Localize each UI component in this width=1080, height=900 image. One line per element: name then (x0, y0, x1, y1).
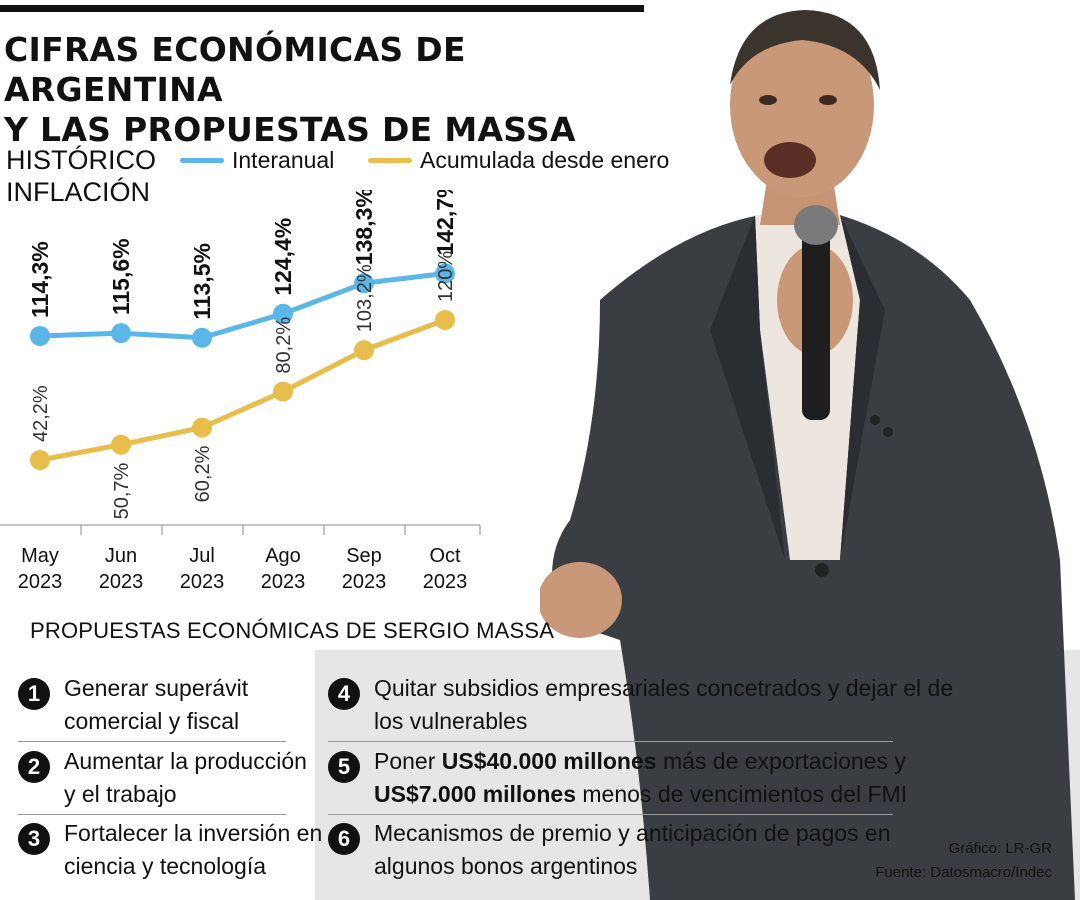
proposal-3: 3 Fortalecer la inversión en ciencia y t… (18, 817, 322, 883)
data-label-interanual: 124,4% (270, 218, 296, 296)
proposal-line: Fortalecer la inversión en (64, 820, 323, 846)
proposal-number: 1 (18, 678, 50, 710)
proposal-text: Quitar subsidios empresariales concetrad… (374, 672, 953, 738)
proposal-line: Poner US$40.000 millones más de exportac… (374, 745, 907, 778)
x-tick-label-month: May (21, 545, 59, 567)
x-tick-label-year: 2023 (99, 571, 144, 593)
data-point-acumulada (30, 450, 50, 470)
proposal-text: Generar superávit comercial y fiscal (64, 672, 248, 738)
data-point-interanual (30, 326, 50, 346)
proposal-1: 1 Generar superávit comercial y fiscal (18, 672, 248, 738)
top-rule (0, 5, 644, 12)
separator (328, 741, 893, 742)
proposal-line: algunos bonos argentinos (374, 853, 638, 879)
x-tick-label-year: 2023 (261, 571, 306, 593)
data-point-interanual (435, 263, 455, 284)
proposal-6: 6 Mecanismos de premio y anticipación de… (328, 817, 891, 883)
data-label-interanual: 142,7% (432, 190, 458, 256)
series-line-interanual (37, 271, 448, 341)
separator (18, 814, 286, 815)
history-title-line-2: INFLACIÓN (6, 177, 151, 207)
legend-interanual: Interanual (180, 146, 334, 174)
x-tick-label-year: 2023 (180, 571, 225, 593)
data-point-interanual (192, 327, 212, 348)
data-label-acumulada: 103,2% (354, 264, 376, 332)
data-label-acumulada: 120% (435, 251, 457, 302)
data-point-acumulada (354, 340, 374, 361)
proposal-number: 5 (328, 751, 360, 783)
proposal-number: 2 (18, 751, 50, 783)
proposals-title: PROPUESTAS ECONÓMICAS DE SERGIO MASSA (30, 618, 555, 643)
title-line-1: CIFRAS ECONÓMICAS DE ARGENTINA (4, 30, 466, 109)
data-point-interanual (111, 323, 131, 344)
data-label-acumulada: 60,2% (192, 445, 214, 502)
data-point-acumulada (273, 381, 293, 402)
data-label-acumulada: 42,2% (30, 385, 52, 442)
proposal-line: Mecanismos de premio y anticipación de p… (374, 820, 891, 846)
data-label-acumulada: 50,7% (111, 462, 133, 519)
proposal-line: Quitar subsidios empresariales concetrad… (374, 675, 954, 701)
speaker-photo (540, 10, 1075, 900)
proposal-line: comercial y fiscal (64, 708, 240, 734)
title-line-2: Y LAS PROPUESTAS DE MASSA (4, 110, 576, 149)
data-point-acumulada (111, 434, 131, 455)
history-title: HISTÓRICO INFLACIÓN (6, 144, 156, 208)
data-point-acumulada (435, 309, 455, 330)
x-tick-label-month: Jul (189, 545, 215, 567)
proposal-text: Aumentar la producción y el trabajo (64, 745, 307, 811)
data-point-interanual (354, 273, 374, 294)
data-point-interanual (273, 303, 293, 324)
x-tick-label-year: 2023 (342, 571, 387, 593)
credit-fuente: Fuente: Datosmacro/Indec (875, 864, 1052, 881)
x-tick-label-year: 2023 (18, 571, 63, 593)
history-title-line-1: HISTÓRICO (6, 145, 157, 175)
x-tick-label-month: Ago (265, 545, 301, 567)
data-label-interanual: 114,3% (27, 241, 53, 318)
separator (18, 741, 286, 742)
proposal-text-segment: más de exportaciones y (656, 748, 906, 774)
legend-acumulada: Acumulada desde enero (368, 146, 669, 174)
proposal-line: ciencia y tecnología (64, 853, 267, 879)
proposal-text: Poner US$40.000 millones más de exportac… (374, 745, 907, 811)
proposal-2: 2 Aumentar la producción y el trabajo (18, 745, 307, 811)
legend-label-acumulada: Acumulada desde enero (420, 146, 670, 173)
data-label-interanual: 115,6% (108, 238, 134, 315)
proposal-highlight: US$40.000 millones (441, 748, 657, 774)
x-tick-label-month: Sep (346, 545, 382, 567)
series-line-acumulada (37, 317, 448, 463)
page-title: CIFRAS ECONÓMICAS DE ARGENTINA Y LAS PRO… (4, 30, 644, 150)
data-label-acumulada: 80,2% (273, 317, 295, 374)
proposal-number: 4 (328, 678, 360, 710)
proposal-text: Fortalecer la inversión en ciencia y tec… (64, 817, 322, 883)
separator (328, 814, 893, 815)
proposal-text-segment: Poner (374, 748, 442, 774)
legend-swatch-interanual (180, 157, 224, 163)
proposal-number: 3 (18, 823, 50, 855)
proposal-line: Generar superávit (64, 675, 249, 701)
inflation-chart: May 2023 Jun 2023 Jul 2023 Ago 2023 Sep 2023 Oct 20… (0, 190, 481, 593)
x-tick-label-year: 2023 (423, 571, 468, 593)
proposal-text: Mecanismos de premio y anticipación de p… (374, 817, 891, 883)
credit-grafico: Gráfico: LR-GR (948, 840, 1052, 857)
x-tick-label-month: Oct (429, 545, 461, 567)
data-point-acumulada (192, 417, 212, 438)
proposal-highlight: US$7.000 millones (374, 781, 576, 807)
proposal-5: 5 Poner US$40.000 millones más de export… (328, 745, 907, 811)
proposal-line: y el trabajo (64, 781, 177, 807)
data-label-interanual: 113,5% (189, 243, 215, 320)
x-tick-label-month: Jun (105, 545, 137, 567)
proposal-text-segment: menos de vencimientos del FMI (576, 781, 908, 807)
proposal-4: 4 Quitar subsidios empresariales concetr… (328, 672, 953, 738)
legend-label-interanual: Interanual (232, 146, 335, 173)
proposal-line: Aumentar la producción (64, 748, 307, 774)
data-label-interanual: 138,3% (351, 190, 377, 265)
proposal-line: los vulnerables (374, 708, 528, 734)
proposal-number: 6 (328, 823, 360, 855)
legend-swatch-acumulada (368, 157, 412, 163)
proposal-line: US$7.000 millones menos de vencimientos … (374, 778, 907, 811)
